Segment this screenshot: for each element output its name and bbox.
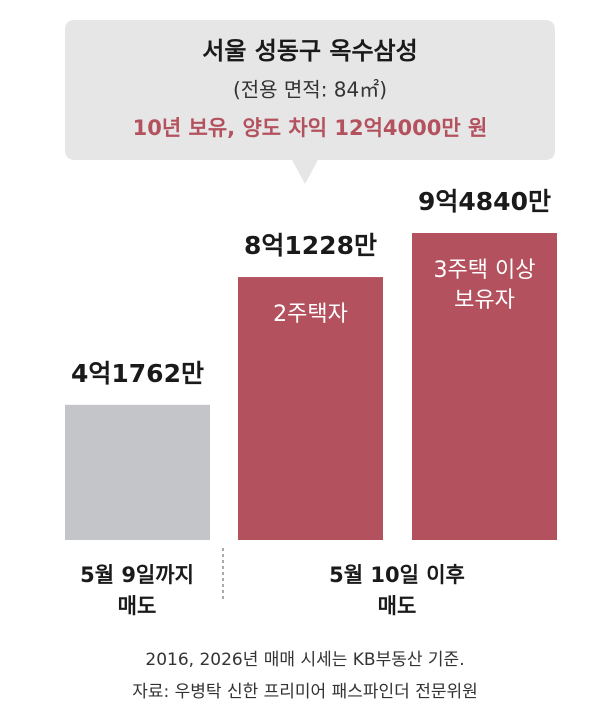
footnote: 자료: 우병탁 신한 프리미어 패스파인더 전문위원	[132, 682, 478, 702]
annotation: 10년 보유, 양도 차익 12억4000만 원	[133, 116, 488, 140]
chart-subtitle: (전용 면적: 84㎡)	[233, 78, 387, 102]
bar	[412, 233, 557, 540]
footnote: 2016, 2026년 매매 시세는 KB부동산 기준.	[145, 650, 464, 670]
bar	[65, 404, 210, 540]
group-label: 5월 9일까지	[80, 563, 194, 587]
bar	[238, 277, 383, 540]
value-label: 9억4840만	[418, 187, 551, 216]
bar-label: 2주택자	[273, 302, 348, 327]
title-bubble	[65, 20, 555, 184]
group-label: 5월 10일 이후	[329, 563, 465, 587]
bar-label: 3주택 이상	[434, 258, 536, 283]
chart-title: 서울 성동구 옥수삼성	[202, 37, 417, 65]
group-label: 매도	[378, 594, 417, 618]
group-label: 매도	[118, 594, 157, 618]
value-label: 4억1762만	[71, 359, 204, 388]
bar-label: 보유자	[454, 288, 515, 313]
value-label: 8억1228만	[244, 231, 377, 260]
